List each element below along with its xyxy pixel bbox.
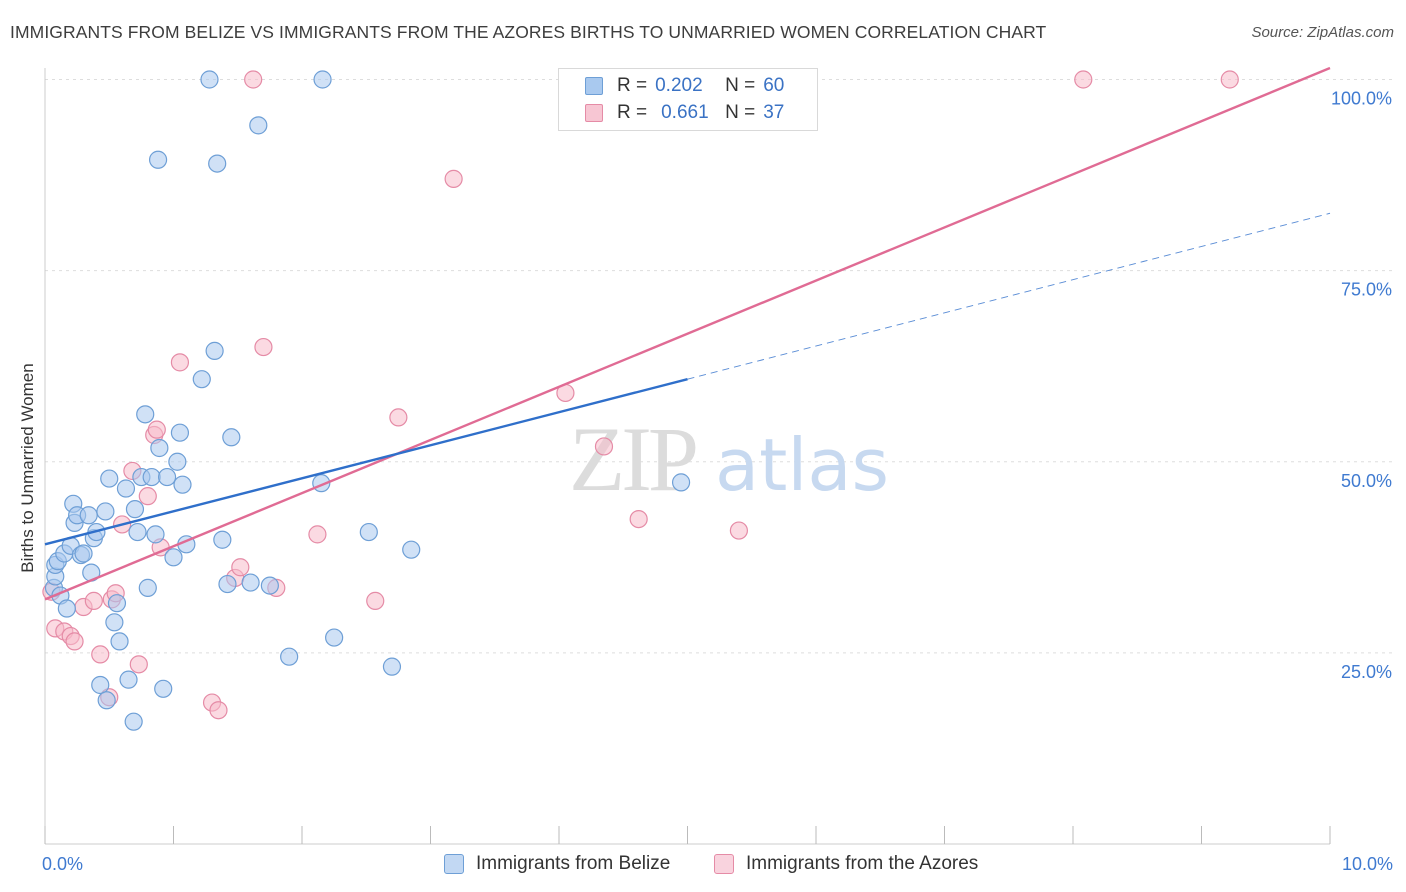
- azores-point: [366, 591, 385, 610]
- x-tick-label-left: 0.0%: [42, 854, 83, 874]
- belize-point: [325, 628, 344, 647]
- y-tick-label: 25.0%: [1341, 662, 1392, 682]
- belize-point: [105, 613, 124, 632]
- y-tick-label: 50.0%: [1341, 471, 1392, 491]
- belize-point: [170, 423, 190, 442]
- azores-point: [91, 645, 110, 664]
- belize-point: [208, 154, 227, 173]
- belize-point: [222, 428, 241, 447]
- belize-point: [125, 500, 145, 519]
- belize-point: [74, 544, 93, 563]
- belize-point: [280, 647, 299, 666]
- belize-point: [164, 548, 183, 567]
- legend-swatch-azores: [585, 104, 603, 122]
- azores-point: [729, 521, 749, 540]
- watermark-atlas: atlas: [715, 423, 889, 507]
- bottom-legend-swatch-belize: [444, 854, 464, 874]
- belize-trendline-extension: [687, 212, 1331, 380]
- belize-point: [116, 479, 136, 498]
- belize-point: [107, 594, 127, 613]
- belize-point: [205, 341, 224, 360]
- belize-point: [146, 525, 165, 544]
- y-tick-label: 100.0%: [1331, 89, 1392, 109]
- belize-point: [100, 469, 119, 488]
- belize-point: [173, 475, 192, 494]
- belize-point: [97, 691, 116, 710]
- watermark-zip: ZIP: [569, 408, 696, 510]
- belize-point: [91, 675, 110, 695]
- belize-point: [79, 506, 98, 525]
- belize-point: [200, 70, 219, 89]
- belize-point: [96, 502, 115, 521]
- belize-point: [192, 370, 211, 389]
- belize-point: [136, 405, 155, 424]
- belize-point: [213, 530, 232, 549]
- belize-point: [142, 467, 161, 487]
- legend-azores-r: 0.661: [661, 102, 709, 123]
- chart-title: IMMIGRANTS FROM BELIZE VS IMMIGRANTS FRO…: [10, 22, 1047, 42]
- belize-point: [313, 70, 332, 89]
- belize-point: [154, 679, 173, 698]
- x-tick-label-right: 10.0%: [1342, 854, 1393, 874]
- belize-point: [241, 573, 260, 592]
- watermark: ZIP atlas: [569, 408, 889, 510]
- belize-point: [382, 657, 402, 676]
- legend-r-label: R =: [617, 75, 648, 96]
- belize-trendline: [44, 378, 688, 546]
- belize-point: [168, 452, 187, 471]
- belize-point: [260, 576, 279, 595]
- correlation-legend: R = 0.202 N = 60 R = 0.661 N = 37: [558, 68, 818, 131]
- belize-point: [124, 712, 143, 731]
- bottom-legend-azores: Immigrants from the Azores: [714, 852, 978, 876]
- legend-belize-r: 0.202: [655, 75, 703, 96]
- azores-trendline: [44, 66, 1331, 601]
- azores-point: [244, 70, 263, 89]
- legend-n-label: N =: [725, 102, 756, 123]
- belize-point: [359, 522, 378, 542]
- belize-point: [150, 438, 169, 458]
- azores-point: [1220, 70, 1239, 89]
- azores-point: [308, 525, 327, 544]
- bottom-legend-swatch-azores: [714, 854, 734, 874]
- azores-point: [209, 701, 228, 720]
- azores-point: [389, 408, 408, 427]
- y-tick-label: 75.0%: [1341, 280, 1392, 300]
- belize-point: [128, 522, 147, 542]
- azores-point: [147, 420, 166, 439]
- belize-point: [119, 670, 138, 689]
- bottom-legend-belize: Immigrants from Belize: [444, 852, 670, 876]
- azores-point: [1074, 70, 1093, 89]
- azores-point: [444, 169, 463, 188]
- belize-point: [249, 116, 268, 135]
- azores-point: [170, 353, 190, 372]
- azores-point: [231, 558, 250, 577]
- azores-point: [254, 337, 273, 357]
- azores-point: [629, 509, 648, 529]
- legend-n-label: N =: [725, 75, 756, 96]
- bottom-legend-label-azores: Immigrants from the Azores: [746, 853, 979, 874]
- legend-row-belize: R = 0.202 N = 60: [585, 73, 784, 99]
- legend-swatch-belize: [585, 77, 603, 95]
- legend-belize-n: 60: [763, 75, 785, 96]
- source-label: Source: ZipAtlas.com: [1251, 24, 1394, 41]
- legend-azores-n: 37: [763, 102, 785, 123]
- bottom-legend-label-belize: Immigrants from Belize: [476, 853, 671, 874]
- belize-point: [138, 578, 157, 597]
- belize-point: [671, 473, 691, 492]
- legend-row-azores: R = 0.661 N = 37: [585, 100, 784, 126]
- azores-point: [594, 437, 614, 456]
- azores-point: [84, 591, 103, 610]
- belize-point: [402, 540, 421, 559]
- azores-point: [129, 655, 148, 674]
- azores-point: [138, 487, 157, 506]
- belize-point: [110, 632, 129, 651]
- y-axis-label: Births to Unmarried Women: [18, 363, 37, 573]
- belize-point: [57, 599, 76, 618]
- belize-point: [148, 150, 168, 169]
- azores-point: [65, 632, 84, 651]
- legend-r-label: R =: [617, 102, 648, 123]
- belize-point: [157, 467, 177, 487]
- belize-point: [218, 574, 237, 594]
